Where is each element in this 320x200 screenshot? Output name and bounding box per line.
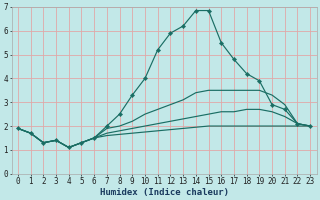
X-axis label: Humidex (Indice chaleur): Humidex (Indice chaleur) bbox=[100, 188, 228, 197]
